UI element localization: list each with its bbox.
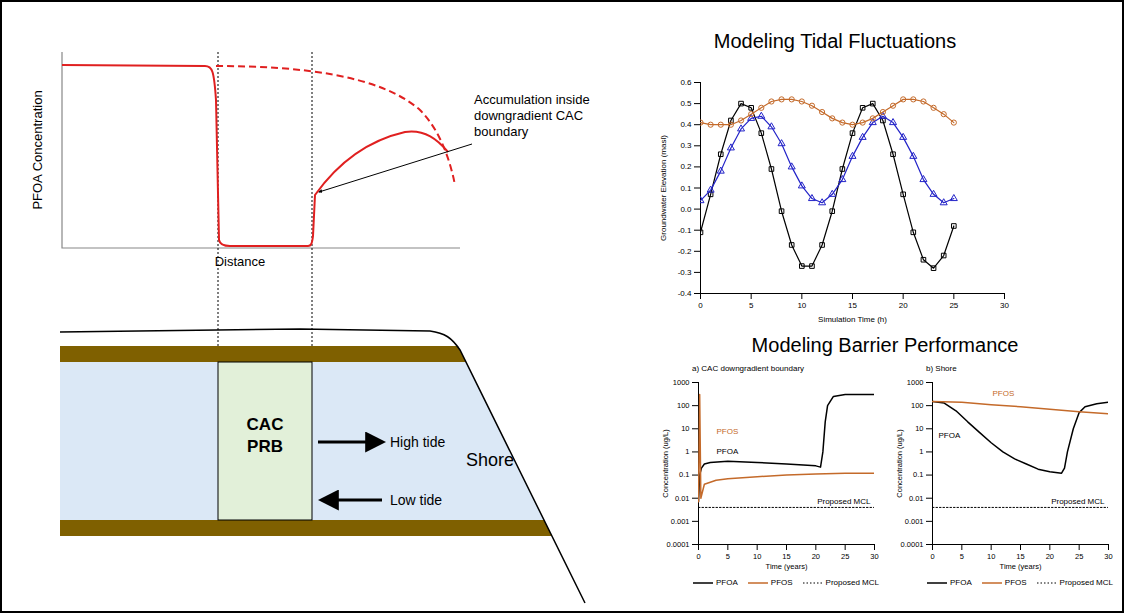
svg-text:Groundwater Elevation (masl): Groundwater Elevation (masl)	[659, 135, 668, 241]
svg-text:PFOS: PFOS	[717, 427, 739, 436]
svg-text:0.001: 0.001	[671, 517, 690, 526]
svg-text:Time (years): Time (years)	[1000, 562, 1042, 571]
svg-text:1: 1	[685, 447, 689, 456]
svg-text:0.01: 0.01	[675, 494, 690, 503]
svg-text:15: 15	[782, 552, 790, 561]
svg-text:5: 5	[749, 301, 754, 310]
svg-text:Simulation Time (h): Simulation Time (h)	[818, 315, 887, 324]
svg-text:0.2: 0.2	[680, 162, 692, 171]
svg-text:10: 10	[797, 301, 806, 310]
svg-text:PFOA: PFOA	[717, 447, 739, 456]
svg-text:CAC: CAC	[247, 415, 284, 434]
svg-text:15: 15	[848, 301, 857, 310]
svg-text:Time (years): Time (years)	[766, 562, 808, 571]
html-text:Proposed MCL: Proposed MCL	[1059, 578, 1113, 587]
html-text:PFOS: PFOS	[1004, 578, 1027, 587]
svg-text:10: 10	[915, 424, 923, 433]
svg-text:25: 25	[841, 552, 849, 561]
svg-text:PFOA Concentration: PFOA Concentration	[30, 90, 45, 209]
svg-text:30: 30	[1104, 552, 1112, 561]
svg-text:10: 10	[681, 424, 689, 433]
svg-text:10: 10	[753, 552, 761, 561]
svg-text:0.0001: 0.0001	[901, 540, 924, 549]
svg-text:20: 20	[812, 552, 820, 561]
svg-text:PFOS: PFOS	[993, 389, 1015, 398]
svg-text:Proposed MCL: Proposed MCL	[1051, 497, 1105, 506]
svg-text:0.6: 0.6	[680, 78, 692, 87]
html-text:Modeling Barrier Performance: Modeling Barrier Performance	[751, 334, 1019, 356]
svg-text:0.1: 0.1	[679, 470, 689, 479]
svg-text:0.1: 0.1	[913, 470, 923, 479]
svg-text:0: 0	[696, 552, 700, 561]
svg-text:5: 5	[960, 552, 964, 561]
svg-text:-0.3: -0.3	[678, 268, 692, 277]
svg-text:10: 10	[987, 552, 995, 561]
svg-text:PRB: PRB	[247, 437, 283, 456]
svg-text:Proposed MCL: Proposed MCL	[817, 497, 871, 506]
svg-text:30: 30	[1000, 301, 1009, 310]
svg-text:High tide: High tide	[390, 434, 445, 450]
svg-text:0.001: 0.001	[905, 517, 924, 526]
html-text:PFOA: PFOA	[716, 578, 738, 587]
svg-text:-0.1: -0.1	[678, 226, 692, 235]
svg-text:1000: 1000	[907, 378, 924, 387]
svg-text:25: 25	[949, 301, 958, 310]
html-text:a) CAC downgradient boundary: a) CAC downgradient boundary	[692, 364, 805, 373]
svg-text:Distance: Distance	[215, 254, 266, 269]
svg-text:25: 25	[1075, 552, 1083, 561]
svg-text:30: 30	[870, 552, 878, 561]
html-text:PFOA: PFOA	[950, 578, 972, 587]
svg-text:0: 0	[930, 552, 934, 561]
svg-text:20: 20	[1046, 552, 1054, 561]
svg-text:1: 1	[919, 447, 923, 456]
svg-text:-0.4: -0.4	[678, 289, 692, 298]
svg-text:Low tide: Low tide	[390, 492, 442, 508]
svg-text:Concentration (ug/L): Concentration (ug/L)	[661, 429, 670, 498]
svg-text:PFOA: PFOA	[939, 431, 961, 440]
svg-text:0.0001: 0.0001	[667, 540, 690, 549]
svg-text:0.1: 0.1	[680, 184, 692, 193]
svg-text:-0.2: -0.2	[678, 247, 692, 256]
html-text:PFOS: PFOS	[770, 578, 793, 587]
html-text:Proposed MCL: Proposed MCL	[825, 578, 879, 587]
svg-text:0: 0	[698, 301, 703, 310]
svg-text:0.3: 0.3	[680, 141, 692, 150]
svg-text:0.01: 0.01	[909, 494, 924, 503]
html-text:Modeling Tidal Fluctuations: Modeling Tidal Fluctuations	[713, 30, 957, 52]
svg-text:Shore: Shore	[466, 450, 514, 470]
svg-text:15: 15	[1016, 552, 1024, 561]
svg-text:20: 20	[899, 301, 908, 310]
svg-text:5: 5	[726, 552, 730, 561]
svg-text:0.5: 0.5	[680, 99, 692, 108]
svg-text:Concentration (ug/L): Concentration (ug/L)	[895, 429, 904, 498]
svg-text:100: 100	[911, 401, 924, 410]
svg-text:0.0: 0.0	[680, 205, 692, 214]
svg-text:1000: 1000	[673, 378, 690, 387]
svg-text:Accumulation insidedowngradien: Accumulation insidedowngradient CACbound…	[474, 92, 590, 139]
html-text:b) Shore: b) Shore	[926, 364, 957, 373]
svg-text:0.4: 0.4	[680, 120, 692, 129]
svg-text:100: 100	[677, 401, 690, 410]
